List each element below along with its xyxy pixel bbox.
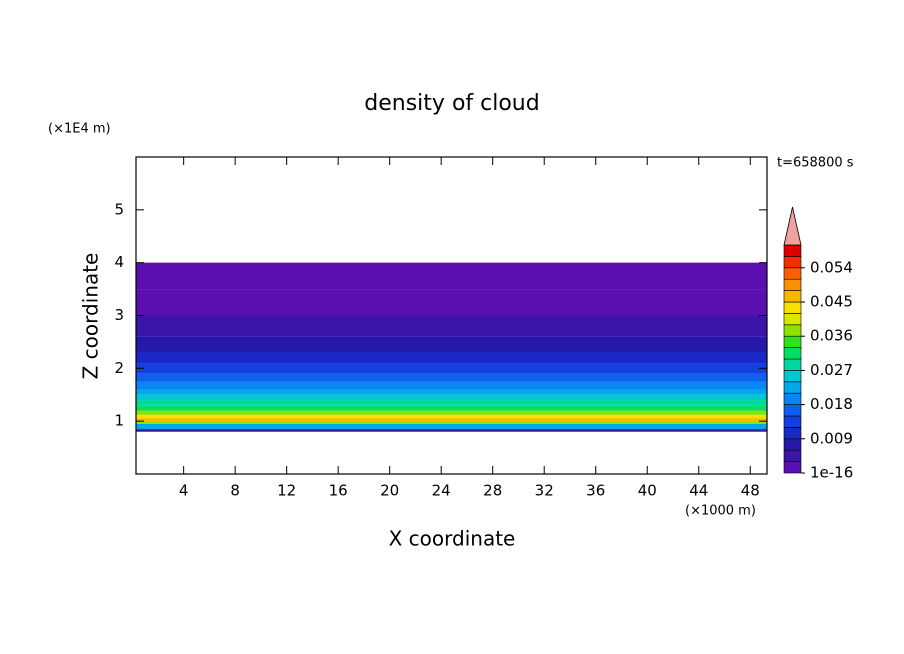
contour-band [136,389,767,395]
contour-band [136,336,767,353]
y-tick-label: 5 [114,200,124,218]
colorbar-tick-label: 0.054 [810,258,853,276]
y-unit: (×1E4 m) [48,122,111,137]
colorbar-bin [783,290,802,303]
x-tick-label: 20 [380,482,399,500]
x-unit: (×1000 m) [685,504,756,519]
x-tick-label: 8 [230,482,240,500]
colorbar-bin [783,404,802,417]
x-tick-label: 40 [638,482,657,500]
colorbar-bin [783,244,802,257]
contour-band [136,423,767,430]
x-tick-label: 4 [179,482,189,500]
contour-band [136,429,767,432]
contour-band [136,381,767,390]
contour-band [136,400,767,406]
y-tick-label: 3 [114,306,124,324]
colorbar-bin [783,358,802,371]
colorbar-bin [783,267,802,280]
colorbar-bin [783,438,802,451]
colorbar-bin [783,370,802,383]
colorbar-tick-label: 0.009 [810,429,853,447]
contour-band [136,363,767,374]
colorbar-bin [783,381,802,394]
colorbar-bin [783,301,802,314]
y-tick-label: 4 [114,253,124,271]
colorbar-tick-label: 1e-16 [810,464,853,482]
x-tick-label: 12 [277,482,296,500]
colorbar-bin [783,415,802,428]
contour-band [136,262,767,290]
colorbar-tick-label: 0.045 [810,293,853,311]
contour-band [136,421,767,424]
colorbar-bin [783,335,802,348]
colorbar-bin [783,461,802,474]
colorbar-bin [783,347,802,360]
contour-band [136,405,767,411]
y-axis-label: Z coordinate [79,253,103,380]
x-tick-label: 32 [535,482,554,500]
contour-band [136,289,767,316]
x-tick-label: 16 [329,482,348,500]
colorbar-tick-label: 0.027 [810,361,853,379]
colorbar-bin [783,449,802,462]
colorbar-bin [783,278,802,291]
chart-title: density of cloud [364,91,539,116]
contour-band [136,418,767,422]
y-tick-label: 2 [114,359,124,377]
time-label: t=658800 s [777,156,854,171]
colorbar-extension [783,206,802,246]
colorbar-bin [783,392,802,405]
colorbar-bin [783,427,802,440]
colorbar-bin [783,256,802,269]
contour-band [136,352,767,364]
x-tick-label: 48 [741,482,760,500]
contour-band [136,410,767,415]
x-tick-label: 28 [483,482,502,500]
x-tick-label: 24 [432,482,451,500]
contour-band [136,373,767,382]
x-axis-label: X coordinate [389,527,516,551]
x-tick-label: 36 [586,482,605,500]
x-tick-label: 44 [689,482,708,500]
contour-band [136,414,767,419]
colorbar-tick-label: 0.018 [810,395,853,413]
colorbar-bin [783,324,802,337]
colorbar-tick-label: 0.036 [810,327,853,345]
colorbar-bin [783,313,802,326]
contour-band [136,394,767,401]
contour-band [136,315,767,337]
y-tick-label: 1 [114,412,124,430]
